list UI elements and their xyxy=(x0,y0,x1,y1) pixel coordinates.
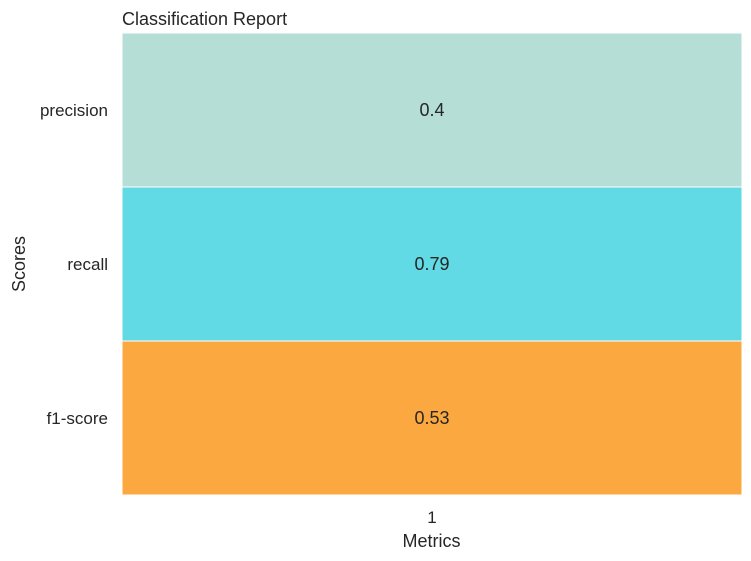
y-tick-label-recall: recall xyxy=(67,255,108,274)
y-tick-label-f1-score: f1-score xyxy=(47,409,108,428)
chart-title: Classification Report xyxy=(122,9,287,29)
y-tick-label-precision: precision xyxy=(40,101,108,120)
x-axis-label: Metrics xyxy=(403,531,461,551)
x-tick-label-1: 1 xyxy=(427,508,436,527)
cell-value-label-precision: 0.4 xyxy=(419,100,444,120)
y-axis-label: Scores xyxy=(9,236,29,292)
heatmap-cell-recall xyxy=(121,186,743,342)
heatmap-cell-precision xyxy=(121,32,743,188)
cell-value-label-recall: 0.79 xyxy=(414,254,449,274)
cell-value-label-f1-score: 0.53 xyxy=(414,408,449,428)
heatmap-cell-f1-score xyxy=(121,340,743,496)
